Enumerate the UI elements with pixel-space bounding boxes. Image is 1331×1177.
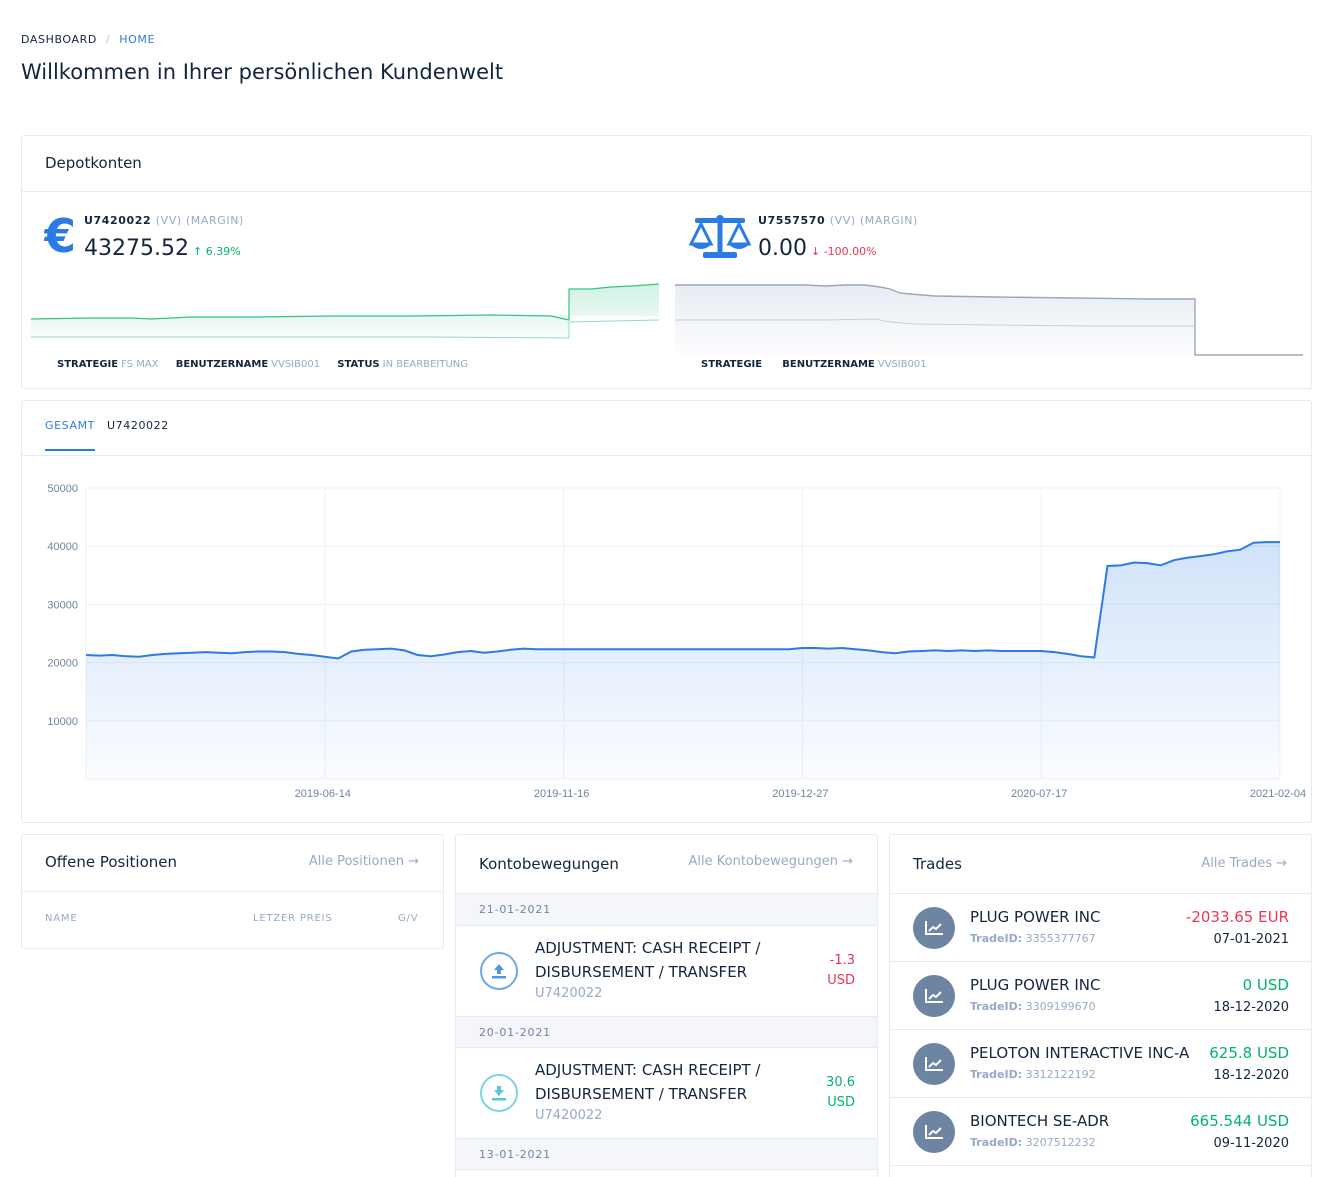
page-title: Willkommen in Ihrer persönlichen Kundenw…	[21, 60, 504, 84]
movement-account: U7420022	[535, 986, 603, 1001]
trade-id: TradeID: 3309199670	[970, 1000, 1096, 1013]
movement-date: 13-01-2021	[456, 1138, 877, 1170]
movements-card: Kontobewegungen Alle Kontobewegungen → 2…	[455, 834, 878, 1177]
y-tick-label: 30000	[47, 599, 78, 611]
breadcrumb-dashboard[interactable]: DASHBOARD	[21, 33, 97, 46]
euro-icon: €	[43, 209, 78, 264]
download-icon	[480, 1074, 518, 1112]
trades-title: Trades	[913, 855, 962, 873]
all-trades-link[interactable]: Alle Trades →	[1201, 856, 1287, 871]
y-tick-label: 20000	[47, 658, 78, 670]
account-1-value: 43275.52 ↑ 6.39%	[84, 236, 241, 261]
y-tick-label: 40000	[47, 541, 78, 553]
movement-account: U7420022	[535, 1108, 603, 1123]
trade-id: TradeID: 3355377767	[970, 932, 1096, 945]
positions-card: Offene Positionen Alle Positionen → NAME…	[21, 834, 444, 949]
performance-tabs: GESAMT U7420022	[45, 419, 181, 451]
column-last-price[interactable]: LETZER PREIS	[253, 913, 333, 924]
trade-name: PELOTON INTERACTIVE INC-A	[970, 1044, 1190, 1062]
series-area	[86, 542, 1280, 779]
breadcrumb: DASHBOARD / HOME	[21, 33, 155, 46]
account-1-id[interactable]: U7420022 (VV) (MARGIN)	[84, 214, 244, 227]
trade-name: PLUG POWER INC	[970, 976, 1101, 994]
svg-text:€: €	[44, 214, 76, 260]
trending-up-icon	[913, 975, 955, 1017]
trade-row[interactable]: PLUG POWER INC TradeID: 3309199670 0 USD…	[890, 962, 1311, 1030]
trade-id: TradeID: 3207512232	[970, 1136, 1096, 1149]
movement-item[interactable]: ADJUSTMENT: CASH RECEIPT / DISBURSEMENT …	[456, 1048, 877, 1138]
positions-header: Offene Positionen Alle Positionen →	[22, 835, 443, 892]
movement-title: ADJUSTMENT: CASH RECEIPT / DISBURSEMENT …	[535, 939, 761, 981]
y-tick-label: 10000	[47, 716, 78, 728]
account-1-change: ↑ 6.39%	[192, 245, 241, 258]
series-line	[85, 541, 1280, 660]
trade-date: 18-12-2020	[1213, 1000, 1289, 1015]
all-positions-link[interactable]: Alle Positionen →	[308, 854, 419, 869]
balance-scale-icon	[688, 212, 752, 266]
trades-card: Trades Alle Trades → PLUG POWER INC Trad…	[889, 834, 1312, 1177]
account-2-value: 0.00 ↓ -100.00%	[758, 236, 877, 261]
trending-up-icon	[913, 907, 955, 949]
performance-card: GESAMT U7420022 10000 20000 30000 40000 5000…	[21, 400, 1312, 823]
x-tick-label: 2021-02-04	[1250, 788, 1306, 800]
movements-header: Kontobewegungen Alle Kontobewegungen →	[456, 835, 877, 894]
tab-gesamt[interactable]: GESAMT	[45, 419, 95, 451]
depot-title: Depotkonten	[45, 154, 142, 172]
trade-id: TradeID: 3312122192	[970, 1068, 1096, 1081]
performance-chart: 10000 20000 30000 40000 50000 2019-06-14 2019-…	[47, 483, 1306, 800]
trade-name: BIONTECH SE-ADR	[970, 1112, 1110, 1130]
x-tick-label: 2019-12-27	[772, 788, 828, 800]
account-1-sparkline	[31, 283, 659, 339]
performance-tabs-bar: GESAMT U7420022	[22, 401, 1311, 456]
trade-date: 18-12-2020	[1213, 1068, 1289, 1083]
account-2-meta: STRATEGIE BENUTZERNAME VVSIB001	[701, 359, 927, 370]
column-name[interactable]: NAME	[45, 913, 78, 924]
depot-card: Depotkonten € U7420022 (VV) (MARGIN) 432…	[21, 135, 1312, 389]
account-2-sparkline	[675, 284, 1303, 356]
movement-date: 20-01-2021	[456, 1016, 877, 1048]
movement-amount: -1.3 USD	[827, 953, 855, 988]
trade-date: 09-11-2020	[1213, 1136, 1289, 1151]
x-tick-label: 2019-06-14	[295, 788, 351, 800]
trades-header: Trades Alle Trades →	[890, 835, 1311, 894]
trade-amount: 0 USD	[1242, 976, 1289, 994]
trade-date: 07-01-2021	[1213, 932, 1289, 947]
account-2-id[interactable]: U7557570 (VV) (MARGIN)	[758, 214, 918, 227]
x-tick-label: 2019-11-16	[534, 788, 589, 800]
trade-row[interactable]: BIONTECH SE-ADR TradeID: 3207512232 665.…	[890, 1098, 1311, 1166]
account-1-meta: STRATEGIE FS MAX BENUTZERNAME VVSIB001 STA…	[57, 359, 469, 370]
movement-amount: 30.6 USD	[826, 1075, 855, 1110]
trending-up-icon	[913, 1111, 955, 1153]
breadcrumb-separator: /	[105, 33, 111, 46]
trade-amount: 625.8 USD	[1209, 1044, 1289, 1062]
y-tick-label: 50000	[47, 483, 78, 495]
account-2-change: ↓ -100.00%	[810, 245, 877, 258]
depot-card-header: Depotkonten	[22, 136, 1311, 192]
trending-up-icon	[913, 1043, 955, 1085]
trade-amount: 665.544 USD	[1190, 1112, 1289, 1130]
tab-u7420022[interactable]: U7420022	[107, 419, 169, 432]
trade-row[interactable]: PLUG POWER INC TradeID: 3355377767 -2033…	[890, 894, 1311, 962]
upload-icon	[480, 952, 518, 990]
x-tick-label: 2020-07-17	[1011, 788, 1067, 800]
positions-title: Offene Positionen	[45, 853, 178, 871]
movement-item[interactable]: ADJUSTMENT: CASH RECEIPT / DISBURSEMENT …	[456, 926, 877, 1016]
all-movements-link[interactable]: Alle Kontobewegungen →	[688, 854, 854, 869]
movements-title: Kontobewegungen	[479, 855, 619, 873]
movement-date: 21-01-2021	[456, 894, 877, 926]
trade-row[interactable]: PELOTON INTERACTIVE INC-A TradeID: 33121…	[890, 1030, 1311, 1098]
movement-title: ADJUSTMENT: CASH RECEIPT / DISBURSEMENT …	[535, 1061, 761, 1103]
column-gain-loss[interactable]: G/V	[398, 913, 419, 924]
trade-amount: -2033.65 EUR	[1185, 908, 1289, 926]
trade-name: PLUG POWER INC	[970, 908, 1101, 926]
breadcrumb-home[interactable]: HOME	[119, 33, 156, 46]
